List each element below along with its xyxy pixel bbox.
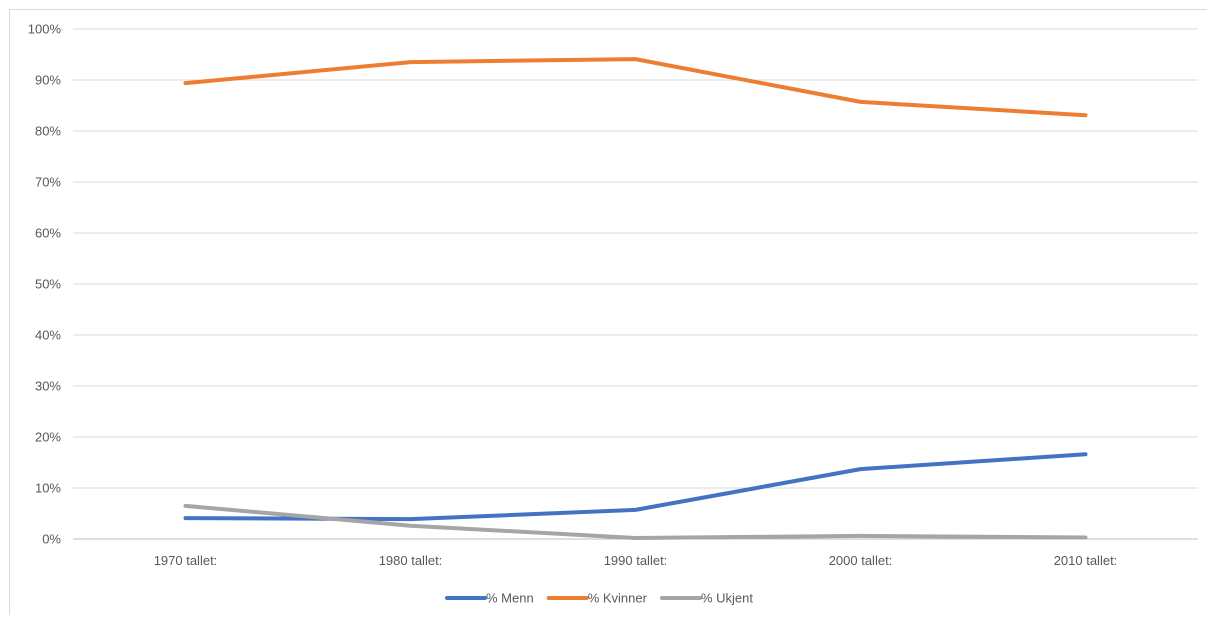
series-line-3 [183,503,1088,540]
legend-item: % Kvinner [546,591,648,606]
y-tick-label: 80% [35,124,61,139]
y-tick-label: 90% [35,73,61,88]
y-tick-label: 30% [35,379,61,394]
y-tick-label: 100% [28,22,62,37]
y-tick-label: 70% [35,175,61,190]
y-tick-label: 0% [42,532,61,547]
series-line-1 [183,452,1088,522]
legend-label: % Ukjent [701,591,753,606]
y-tick-label: 50% [35,277,61,292]
x-tick-label: 2010 tallet: [1054,553,1118,568]
y-tick-label: 20% [35,430,61,445]
y-axis-tick-labels: 0% 10% 20% 30% 40% 50% 60% 70% 80% 90% 100% [28,22,62,547]
x-tick-label: 1990 tallet: [604,553,668,568]
x-axis-tick-labels: 1970 tallet: 1980 tallet: 1990 tallet: 2000… [154,553,1118,568]
x-tick-label: 1970 tallet: [154,553,218,568]
series-lines [183,57,1088,540]
series-line-2 [183,57,1088,118]
legend-item: % Menn [445,591,534,606]
legend-label: % Kvinner [588,591,648,606]
y-tick-label: 40% [35,328,61,343]
y-tick-label: 10% [35,481,61,496]
legend-item: % Ukjent [659,591,753,606]
x-tick-label: 1980 tallet: [379,553,443,568]
y-tick-label: 60% [35,226,61,241]
legend-label: % Menn [486,591,534,606]
x-tick-label: 2000 tallet: [829,553,893,568]
legend: % Menn % Kvinner % Ukjent [445,591,753,606]
gridlines [73,28,1198,540]
